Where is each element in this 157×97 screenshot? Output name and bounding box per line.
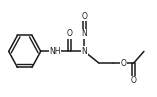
Text: O: O [131, 76, 137, 85]
Text: N: N [81, 29, 87, 39]
Text: NH: NH [49, 47, 61, 56]
Text: N: N [81, 47, 87, 56]
Text: O: O [121, 58, 127, 68]
Text: O: O [67, 29, 73, 39]
Text: O: O [81, 12, 87, 21]
